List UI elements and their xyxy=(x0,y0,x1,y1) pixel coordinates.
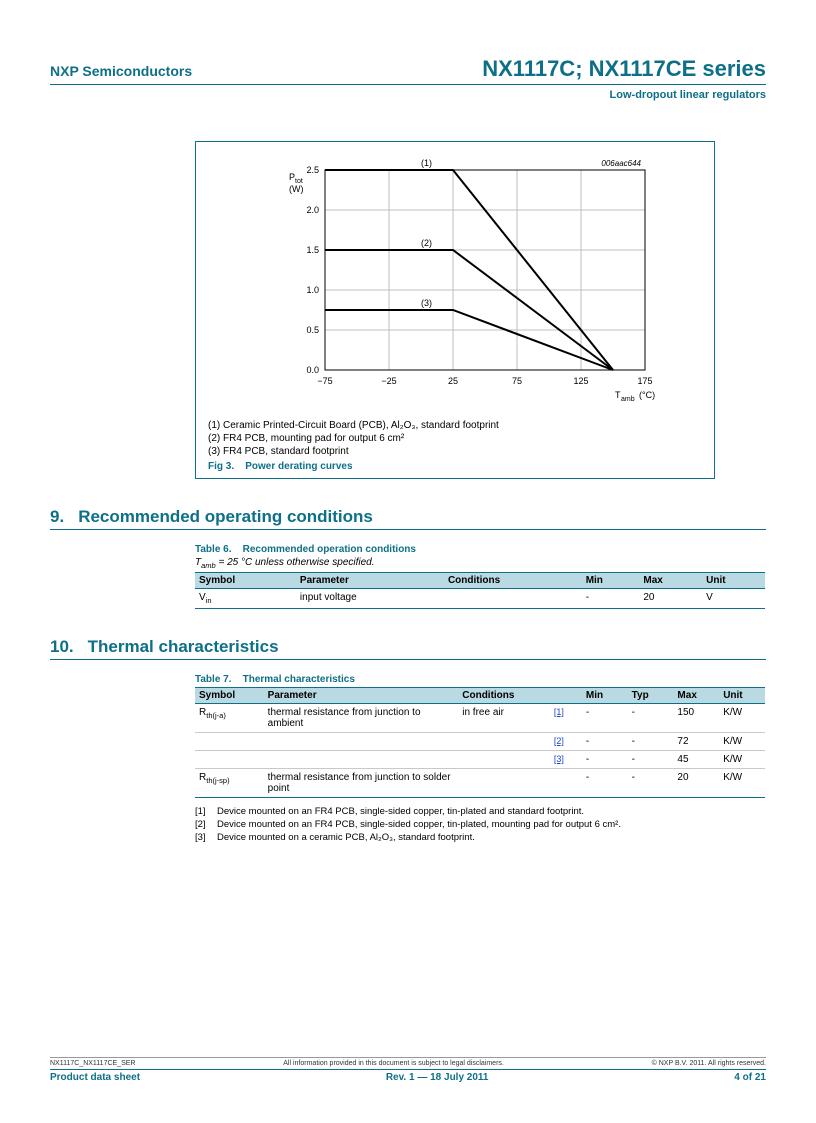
footer-doc-id: NX1117C_NX1117CE_SER xyxy=(50,1060,135,1067)
section-10-rule xyxy=(50,659,766,660)
svg-text:−75: −75 xyxy=(317,376,332,386)
svg-text:(1): (1) xyxy=(421,158,432,168)
document-subtitle: Low-dropout linear regulators xyxy=(50,89,766,101)
svg-text:2.0: 2.0 xyxy=(306,205,319,215)
footnote-ref[interactable]: [1] xyxy=(554,707,564,717)
table-6: SymbolParameterConditionsMinMaxUnit Vini… xyxy=(195,572,765,609)
company-name: NXP Semiconductors xyxy=(50,63,192,79)
footnote-ref[interactable]: [3] xyxy=(554,754,564,764)
svg-text:(2): (2) xyxy=(421,238,432,248)
table-row: [2]--72K/W xyxy=(195,733,765,751)
figure-3-container: (1) (2) (3) 0.0 0.5 1.0 1.5 2.0 2.5 −75 −25 25 75 125… xyxy=(195,141,715,479)
svg-text:0.5: 0.5 xyxy=(306,325,319,335)
table-6-block: Table 6. Recommended operation condition… xyxy=(195,544,765,609)
footer-copyright: © NXP B.V. 2011. All rights reserved. xyxy=(652,1060,766,1067)
svg-text:2.5: 2.5 xyxy=(306,165,319,175)
svg-text:amb: amb xyxy=(621,396,635,403)
footer-page-number: 4 of 21 xyxy=(734,1072,766,1083)
footnote-ref[interactable]: [2] xyxy=(554,736,564,746)
svg-text:175: 175 xyxy=(637,376,652,386)
power-derating-chart: (1) (2) (3) 0.0 0.5 1.0 1.5 2.0 2.5 −75 −25 25 75 125… xyxy=(245,152,665,412)
svg-text:(3): (3) xyxy=(421,298,432,308)
header-rule xyxy=(50,84,766,85)
table-7-footnotes: [1]Device mounted on an FR4 PCB, single-… xyxy=(195,806,765,843)
table-row: Rth(j-sp)thermal resistance from junctio… xyxy=(195,769,765,798)
table-7-block: Table 7. Thermal characteristics SymbolP… xyxy=(195,674,765,798)
page-footer: NX1117C_NX1117CE_SER All information pro… xyxy=(50,1057,766,1083)
table-row: [3]--45K/W xyxy=(195,751,765,769)
svg-text:25: 25 xyxy=(448,376,458,386)
table-6-condition-note: Tamb = 25 °C unless otherwise specified. xyxy=(195,557,765,570)
footer-doc-type: Product data sheet xyxy=(50,1072,140,1083)
figure-note: (2) FR4 PCB, mounting pad for output 6 c… xyxy=(208,433,702,444)
svg-text:(W): (W) xyxy=(289,184,304,194)
footnote: [2]Device mounted on an FR4 PCB, single-… xyxy=(195,819,765,830)
table-row: Rth(j-a)thermal resistance from junction… xyxy=(195,704,765,733)
section-9-rule xyxy=(50,529,766,530)
figure-note: (1) Ceramic Printed-Circuit Board (PCB),… xyxy=(208,420,702,431)
svg-text:006aac644: 006aac644 xyxy=(601,159,641,168)
svg-text:75: 75 xyxy=(512,376,522,386)
svg-text:0.0: 0.0 xyxy=(306,365,319,375)
section-10-heading: 10.Thermal characteristics xyxy=(50,637,766,657)
table-7: SymbolParameterConditionsMinTypMaxUnit R… xyxy=(195,687,765,798)
figure-note: (3) FR4 PCB, standard footprint xyxy=(208,446,702,457)
svg-text:125: 125 xyxy=(573,376,588,386)
svg-text:1.0: 1.0 xyxy=(306,285,319,295)
document-title: NX1117C; NX1117CE series xyxy=(482,56,766,82)
footnote: [3]Device mounted on a ceramic PCB, Al₂O… xyxy=(195,832,765,843)
footnote: [1]Device mounted on an FR4 PCB, single-… xyxy=(195,806,765,817)
footer-revision: Rev. 1 — 18 July 2011 xyxy=(386,1072,489,1083)
figure-3-caption: Fig 3. Power derating curves xyxy=(208,461,702,472)
footer-disclaimer: All information provided in this documen… xyxy=(283,1060,504,1067)
svg-text:(°C): (°C) xyxy=(639,390,655,400)
section-9-heading: 9.Recommended operating conditions xyxy=(50,507,766,527)
svg-text:−25: −25 xyxy=(381,376,396,386)
table-row: Vininput voltage-20V xyxy=(195,589,765,609)
figure-3-legend-notes: (1) Ceramic Printed-Circuit Board (PCB),… xyxy=(208,420,702,457)
svg-text:1.5: 1.5 xyxy=(306,245,319,255)
